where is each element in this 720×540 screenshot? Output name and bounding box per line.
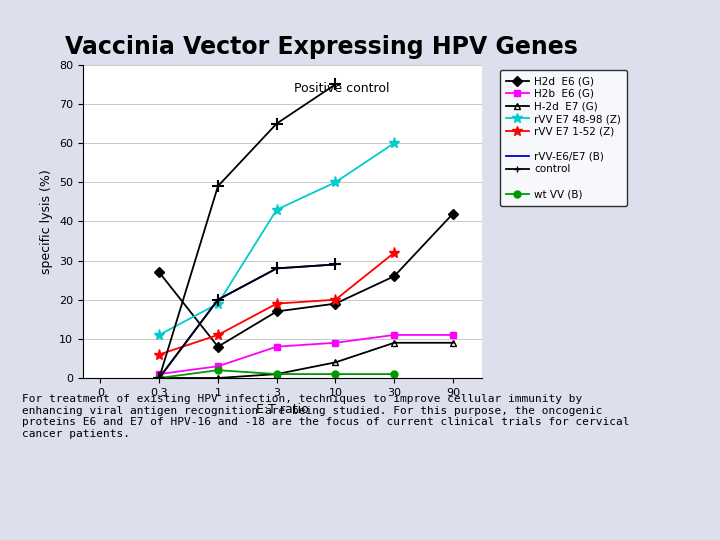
Text: Vaccinia Vector Expressing HPV Genes: Vaccinia Vector Expressing HPV Genes — [65, 35, 577, 59]
X-axis label: E:T ratio: E:T ratio — [256, 403, 309, 416]
Text: For treatment of existing HPV infection, techniques to improve cellular immunity: For treatment of existing HPV infection,… — [22, 394, 629, 439]
Text: Positive control: Positive control — [294, 82, 390, 95]
Y-axis label: specific lysis (%): specific lysis (%) — [40, 169, 53, 274]
Legend: H2d  E6 (G), H2b  E6 (G), H-2d  E7 (G), rVV E7 48-98 (Z), rVV E7 1-52 (Z), , rVV: H2d E6 (G), H2b E6 (G), H-2d E7 (G), rVV… — [500, 70, 627, 206]
